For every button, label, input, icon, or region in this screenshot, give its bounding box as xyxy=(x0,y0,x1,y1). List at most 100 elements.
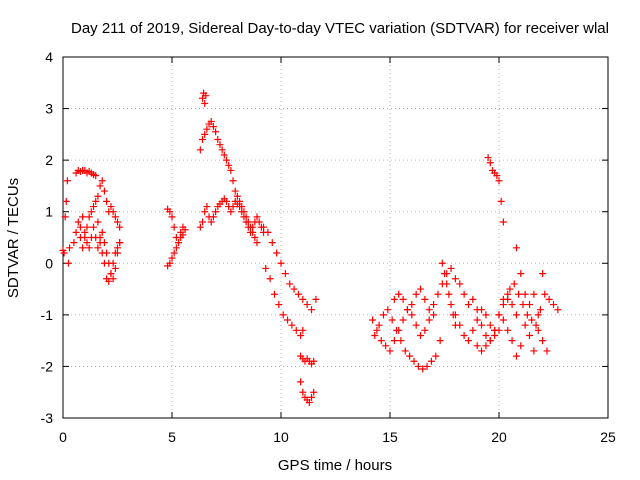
series-early-arc-1 xyxy=(59,177,74,267)
data-point xyxy=(109,275,117,283)
data-point xyxy=(216,141,224,149)
series-early-arc-2 xyxy=(72,166,100,180)
data-point xyxy=(297,331,305,339)
x-tick-label: 10 xyxy=(273,429,289,445)
data-point xyxy=(473,306,481,314)
series-early-arc-5 xyxy=(94,218,124,285)
data-point xyxy=(486,159,494,167)
data-point xyxy=(251,234,259,241)
data-point xyxy=(98,228,106,236)
data-point xyxy=(406,352,414,360)
data-point xyxy=(486,337,494,345)
data-point xyxy=(526,331,534,339)
series-late-arc-3 xyxy=(390,264,459,314)
data-point xyxy=(246,228,254,236)
data-point xyxy=(504,326,512,334)
data-point xyxy=(408,311,416,319)
x-tick-label: 25 xyxy=(600,429,616,445)
data-point xyxy=(196,146,204,154)
data-point xyxy=(103,197,111,205)
data-point xyxy=(427,357,435,365)
data-point xyxy=(76,223,84,231)
data-point xyxy=(62,197,70,205)
data-point xyxy=(434,290,442,298)
data-point xyxy=(238,208,246,216)
data-point xyxy=(521,290,529,298)
data-point xyxy=(166,208,174,216)
data-point xyxy=(79,244,87,252)
data-point xyxy=(519,301,527,309)
data-point xyxy=(425,316,433,324)
data-point xyxy=(532,321,540,329)
data-point xyxy=(253,239,261,247)
data-point xyxy=(460,290,468,298)
data-point xyxy=(464,337,472,345)
data-point xyxy=(292,326,300,334)
series-mid-arc-3 xyxy=(196,195,268,236)
data-point xyxy=(262,264,270,272)
data-point xyxy=(223,197,230,205)
data-point xyxy=(199,136,207,144)
data-point xyxy=(81,228,89,236)
data-layer xyxy=(59,89,562,407)
data-point xyxy=(100,187,108,195)
data-point xyxy=(473,342,481,350)
data-point xyxy=(550,301,557,309)
series-late-arc-10 xyxy=(512,244,547,355)
data-point xyxy=(536,306,544,314)
data-point xyxy=(273,249,281,257)
data-point xyxy=(207,117,215,125)
data-point xyxy=(116,239,124,247)
data-point xyxy=(469,295,477,303)
data-point xyxy=(438,259,446,267)
data-point xyxy=(517,270,525,278)
data-point xyxy=(223,156,230,164)
data-point xyxy=(447,301,455,309)
data-point xyxy=(275,301,283,309)
x-tick-label: 5 xyxy=(168,429,176,445)
data-point xyxy=(469,326,477,334)
data-point xyxy=(460,331,468,339)
data-point xyxy=(225,161,233,169)
data-point xyxy=(482,342,490,350)
data-point xyxy=(233,192,241,200)
data-point xyxy=(288,321,296,329)
data-point xyxy=(399,316,407,324)
data-point xyxy=(268,239,276,247)
data-point xyxy=(504,290,512,298)
data-point xyxy=(399,295,407,303)
data-point xyxy=(403,306,411,314)
data-point xyxy=(421,295,429,303)
data-point xyxy=(390,295,398,303)
data-point xyxy=(87,208,95,216)
y-tick-label: -3 xyxy=(41,410,54,426)
data-point xyxy=(299,388,307,396)
data-point xyxy=(231,187,239,195)
data-point xyxy=(100,239,108,247)
data-point xyxy=(543,347,551,355)
data-point xyxy=(377,337,385,345)
data-point xyxy=(305,399,313,407)
data-point xyxy=(482,331,490,339)
data-point xyxy=(209,123,217,131)
y-tick-label: 4 xyxy=(45,49,53,65)
series-late-arc-1 xyxy=(369,306,438,355)
data-point xyxy=(432,352,440,360)
data-point xyxy=(98,177,106,185)
data-point xyxy=(395,290,403,298)
data-point xyxy=(441,270,448,278)
data-point xyxy=(202,92,210,100)
chart-title: Day 211 of 2019, Sidereal Day-to-day VTE… xyxy=(71,20,609,37)
data-point xyxy=(227,208,235,216)
data-point xyxy=(539,337,547,345)
data-point xyxy=(417,331,425,339)
data-point xyxy=(109,259,117,267)
data-point xyxy=(517,342,525,350)
data-point xyxy=(425,306,433,314)
data-point xyxy=(423,362,431,370)
data-point xyxy=(201,130,209,138)
data-point xyxy=(499,316,507,324)
data-point xyxy=(534,311,542,319)
data-point xyxy=(107,270,115,278)
